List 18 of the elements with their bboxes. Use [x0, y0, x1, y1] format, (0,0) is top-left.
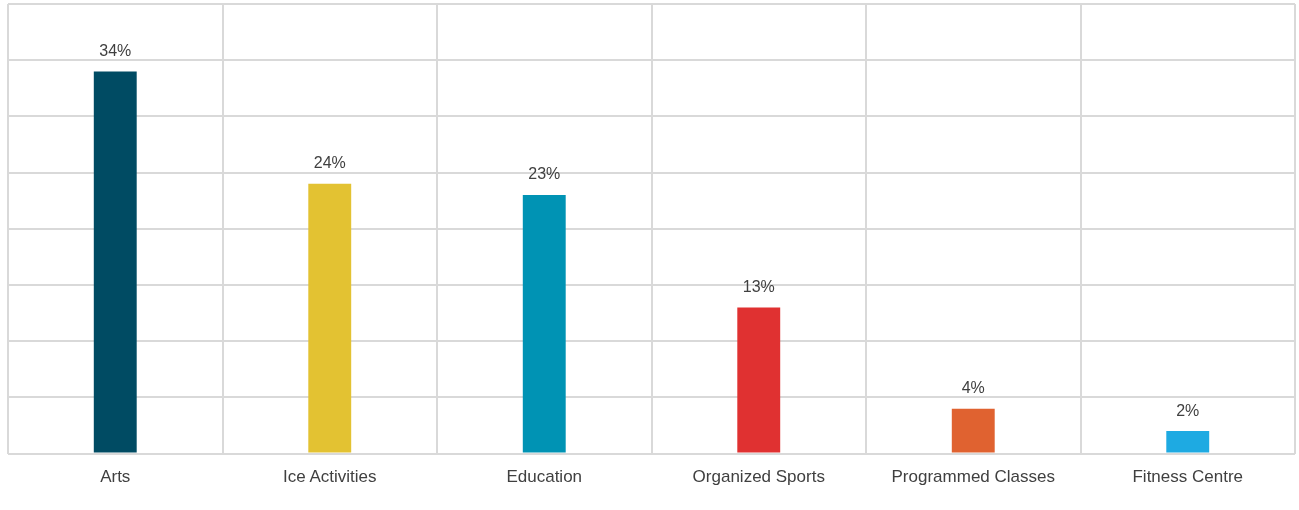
x-tick-label: Fitness Centre	[1132, 467, 1244, 487]
x-tick-label: Programmed Classes	[891, 467, 1055, 487]
data-label: 23%	[528, 165, 561, 183]
data-label: 2%	[1176, 401, 1200, 419]
bar	[522, 195, 566, 453]
bar	[737, 307, 781, 453]
x-tick-label: Arts	[100, 467, 131, 487]
x-tick-label: Organized Sports	[692, 467, 825, 487]
data-label: 34%	[99, 41, 132, 59]
data-label: 13%	[742, 277, 775, 295]
bar	[951, 408, 995, 453]
data-label: 24%	[313, 154, 346, 172]
bar	[93, 71, 137, 453]
data-label: 4%	[961, 379, 985, 397]
bar	[308, 183, 352, 453]
x-tick-label: Education	[506, 467, 583, 487]
x-tick-label: Ice Activities	[282, 467, 377, 487]
bar	[1166, 431, 1210, 453]
